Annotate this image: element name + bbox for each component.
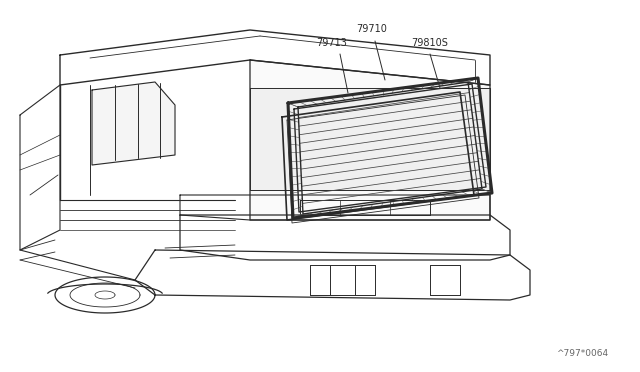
Text: 79710: 79710: [356, 24, 387, 34]
Polygon shape: [250, 60, 490, 220]
Text: 79810S: 79810S: [412, 38, 449, 48]
Polygon shape: [92, 82, 175, 165]
Text: 79713: 79713: [317, 38, 348, 48]
Text: ^797*0064: ^797*0064: [556, 349, 608, 358]
Polygon shape: [250, 88, 490, 190]
